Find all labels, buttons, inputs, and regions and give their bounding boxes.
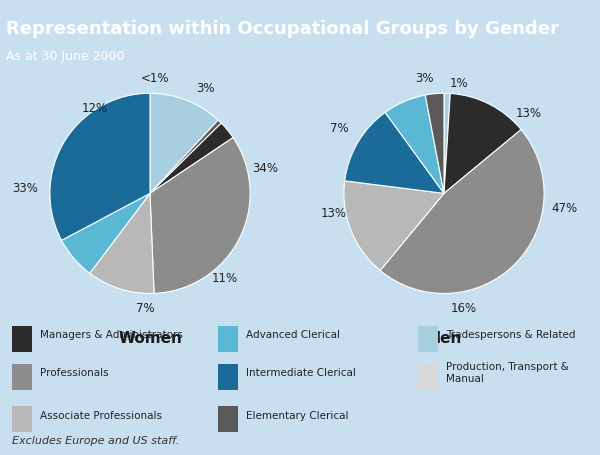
Text: 7%: 7% [329,122,348,135]
Text: Advanced Clerical: Advanced Clerical [246,330,340,340]
Wedge shape [62,193,150,273]
Text: 7%: 7% [136,302,154,315]
Wedge shape [90,193,154,293]
Text: Tradespersons & Related: Tradespersons & Related [446,330,575,340]
Text: 3%: 3% [415,72,433,85]
FancyBboxPatch shape [12,406,32,432]
Text: 13%: 13% [516,107,542,120]
FancyBboxPatch shape [418,326,438,352]
FancyBboxPatch shape [218,326,238,352]
Text: Managers & Administrators: Managers & Administrators [40,330,183,340]
Text: Production, Transport &
Manual: Production, Transport & Manual [446,362,569,384]
Text: Women: Women [118,331,182,346]
Text: Associate Professionals: Associate Professionals [40,411,162,421]
Text: 12%: 12% [82,102,108,115]
Wedge shape [344,112,444,193]
Text: Elementary Clerical: Elementary Clerical [246,411,349,421]
Wedge shape [150,120,221,193]
FancyBboxPatch shape [218,364,238,389]
Text: 33%: 33% [12,182,38,195]
FancyBboxPatch shape [218,406,238,432]
FancyBboxPatch shape [12,364,32,389]
Text: As at 30 June 2000: As at 30 June 2000 [6,50,125,62]
Text: <1%: <1% [141,72,169,85]
Wedge shape [150,123,233,193]
Text: 13%: 13% [321,207,347,220]
Text: Representation within Occupational Groups by Gender: Representation within Occupational Group… [6,20,559,38]
Wedge shape [50,93,150,240]
Text: 47%: 47% [551,202,577,215]
Wedge shape [344,181,444,271]
FancyBboxPatch shape [12,326,32,352]
Text: 11%: 11% [212,272,238,285]
Wedge shape [150,93,218,193]
Text: 16%: 16% [451,302,477,315]
Wedge shape [425,93,444,193]
Wedge shape [444,93,521,193]
Text: 34%: 34% [252,162,278,175]
Wedge shape [380,130,544,293]
Text: Men: Men [426,331,462,346]
Text: Excludes Europe and US staff.: Excludes Europe and US staff. [12,436,179,446]
Wedge shape [150,137,250,293]
Text: Professionals: Professionals [40,368,109,378]
FancyBboxPatch shape [418,364,438,389]
Wedge shape [385,95,444,193]
Text: Intermediate Clerical: Intermediate Clerical [246,368,356,378]
Text: 1%: 1% [450,77,469,90]
Wedge shape [444,93,450,193]
Text: 3%: 3% [196,82,214,95]
